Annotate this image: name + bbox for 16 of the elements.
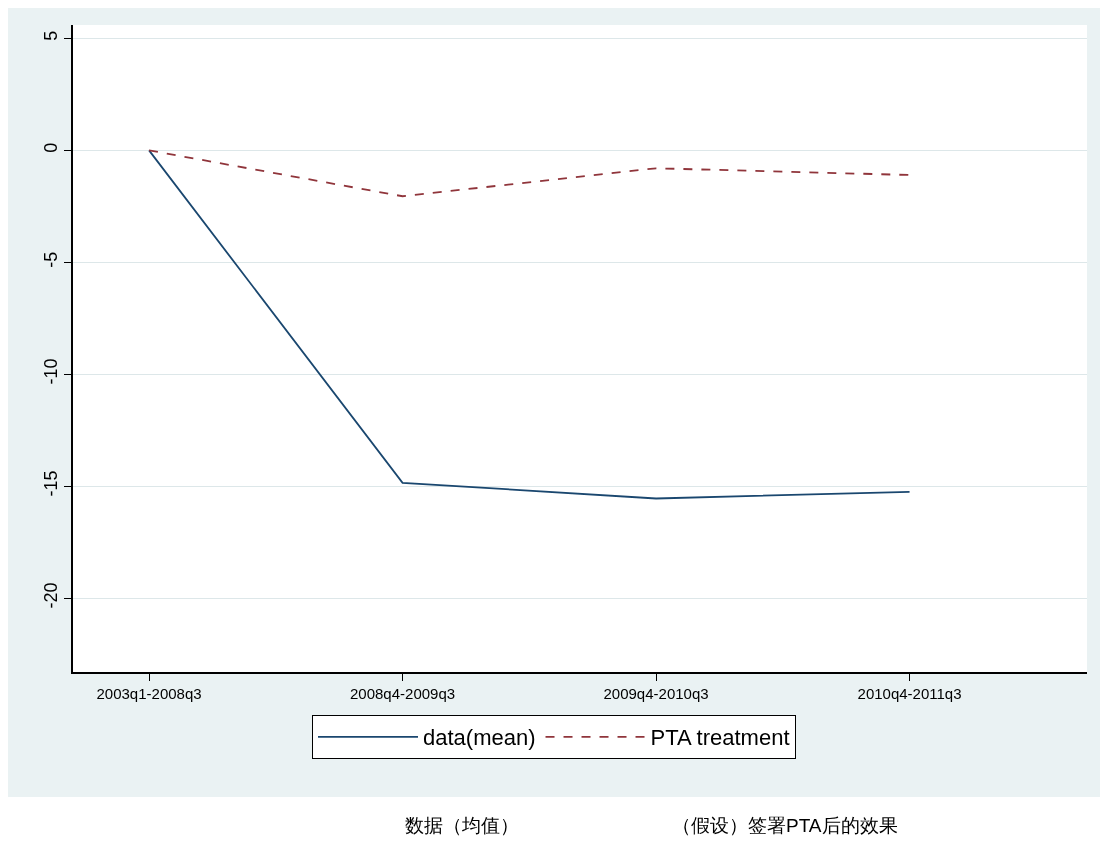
x-tick-label: 2010q4-2011q3 <box>857 684 962 702</box>
text: 数据（均值） <box>405 815 519 836</box>
text: （假设）签署PTA后的效果 <box>672 815 898 836</box>
x-tick-label: 2003q1-2008q3 <box>96 684 202 702</box>
line-series <box>148 149 911 500</box>
y-tick-label: 5 <box>41 30 62 41</box>
y-tick-label: 0 <box>41 142 62 153</box>
y-tick-label: -5 <box>41 251 62 268</box>
y-tick-label: -10 <box>41 358 62 385</box>
line-series <box>148 149 911 198</box>
y-tick-label: -15 <box>41 470 62 497</box>
legend-label: data(mean) <box>423 725 536 751</box>
y-tick-label: -20 <box>41 582 62 609</box>
legend-label: PTA treatment <box>650 725 790 751</box>
x-tick-label: 2009q4-2010q3 <box>603 684 709 702</box>
x-tick-label: 2008q4-2009q3 <box>350 684 456 702</box>
